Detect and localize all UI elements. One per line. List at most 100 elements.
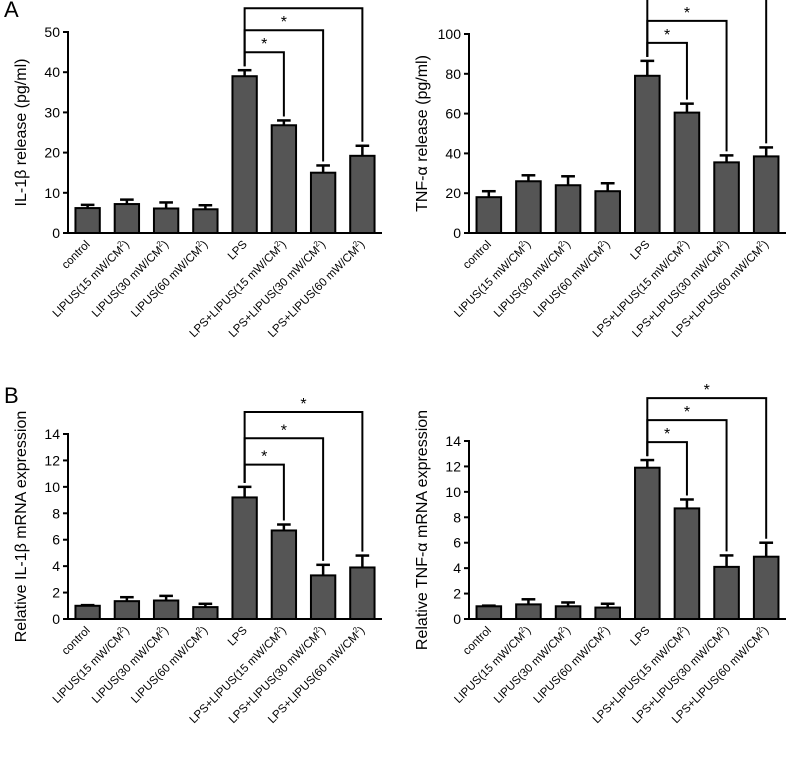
bar [634,466,661,621]
y-tick-label: 40 [44,64,60,80]
bar [152,207,180,234]
y-tick-label: 8 [52,505,60,521]
bar [270,124,298,234]
x-tick-label-superscript: 2 [351,625,361,635]
y-tick-label: 40 [445,145,461,161]
bar [309,574,337,621]
bar [475,605,503,620]
y-tick-label: 4 [453,560,461,576]
significance-bracket [243,411,364,552]
panel-label-a: A [4,0,19,22]
bar [192,208,219,234]
x-tick-label-superscript: 2 [273,239,283,249]
x-tick-label-superscript: 2 [155,625,165,635]
x-tick-label-superscript: 2 [517,239,527,249]
bar [515,603,542,621]
y-tick-label: 80 [445,66,461,82]
x-tick-label-tail: ) [317,239,328,250]
x-tick-label-superscript: 2 [676,625,686,635]
x-tick-label-tail: ) [720,239,731,250]
bar [594,606,621,620]
significance-star: * [300,0,306,9]
x-tick-label-text: LIPUS(30 mW/CM [492,631,567,706]
x-tick-label-superscript: 2 [155,239,165,249]
x-tick-label-tail: ) [681,239,692,250]
y-tick-label: 6 [52,532,60,548]
significance-star: * [300,396,306,413]
significance-star: * [684,404,690,421]
bar [752,555,780,621]
x-tick-label-tail: ) [317,625,328,636]
x-tick-label-superscript: 2 [557,239,567,249]
y-axis-label: Relative TNF-α mRNA expression [414,410,431,650]
bar [713,565,740,620]
x-tick-label-superscript: 2 [676,239,686,249]
bar [113,203,141,234]
x-tick-label-superscript: 2 [194,625,204,635]
x-tick-label-tail: ) [562,625,573,636]
y-tick-label: 50 [44,24,60,40]
x-tick-label-tail: ) [160,239,171,250]
y-tick-label: 10 [445,484,461,500]
x-tick-label-tail: ) [278,625,289,636]
y-tick-label: 10 [44,479,60,495]
x-tick-label-superscript: 2 [273,625,283,635]
y-axis-label: Relative IL-1β mRNA expression [13,411,30,643]
bar [231,496,258,620]
x-tick-label-tail: ) [522,239,533,250]
x-tick-label-superscript: 2 [557,625,567,635]
x-tick-label-superscript: 2 [715,625,725,635]
bar [152,599,180,620]
y-tick-label: 14 [44,426,60,442]
significance-star: * [261,36,267,53]
y-tick-label: 2 [453,586,461,602]
x-tick-label-tail: ) [562,239,573,250]
significance-bracket [646,397,768,539]
bar [349,566,376,621]
bar [554,184,582,235]
x-tick-label-tail: ) [720,625,731,636]
x-tick-label-tail: ) [760,625,771,636]
significance-star: * [684,5,690,22]
x-tick-label-superscript: 2 [755,625,765,635]
x-tick-label-tail: ) [602,625,613,636]
bar [673,507,701,620]
x-tick-label-tail: ) [681,625,692,636]
y-tick-label: 20 [44,145,60,161]
significance-star: * [664,27,670,44]
x-tick-label-superscript: 2 [194,239,204,249]
y-tick-label: 8 [453,509,461,525]
x-tick-label-tail: ) [278,239,289,250]
x-tick-label-superscript: 2 [351,239,361,249]
x-tick-label-tail: ) [121,239,132,250]
bar [270,529,298,621]
significance-star: * [664,426,670,443]
bar [594,190,621,235]
x-tick-label-tail: ) [356,239,367,250]
bar [752,155,780,234]
significance-star: * [261,449,267,466]
bar [634,74,661,235]
y-tick-label: 0 [453,225,461,241]
x-tick-label-superscript: 2 [596,239,606,249]
x-tick-label-tail: ) [602,239,613,250]
y-tick-label: 0 [52,611,60,627]
x-tick-label-tail: ) [760,239,771,250]
x-tick-label-superscript: 2 [755,239,765,249]
panel-label-b: B [4,383,19,408]
significance-star: * [281,422,287,439]
y-tick-label: 12 [445,458,461,474]
x-tick-label-tail: ) [199,239,210,250]
y-axis-label: IL-1β release (pg/ml) [13,59,30,207]
x-tick-label-text: LPS [629,624,653,648]
y-tick-label: 20 [445,185,461,201]
y-tick-label: 2 [52,585,60,601]
x-tick-label-superscript: 2 [116,625,126,635]
y-tick-label: 60 [445,106,461,122]
y-axis-label: TNF-α release (pg/ml) [414,55,431,212]
y-tick-label: 10 [44,185,60,201]
